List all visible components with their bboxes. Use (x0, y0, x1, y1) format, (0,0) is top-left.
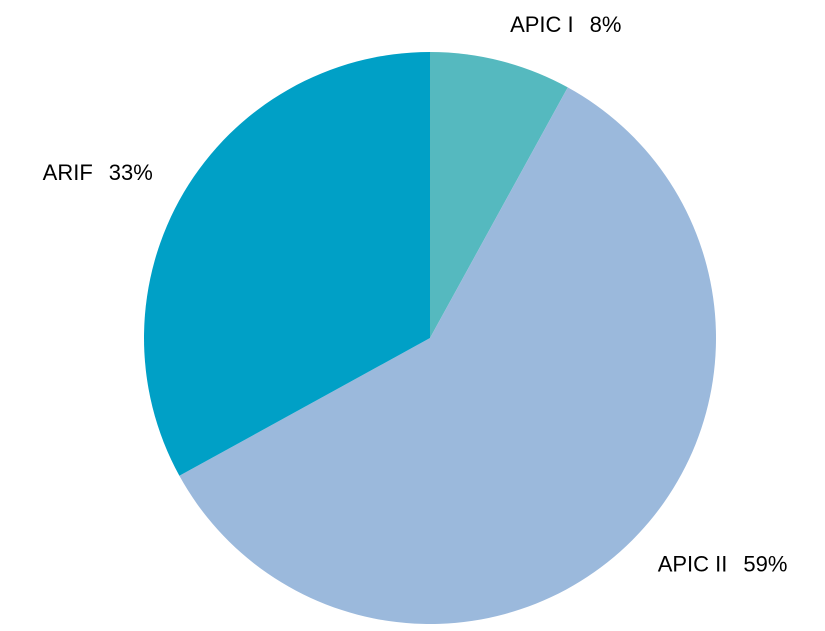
slice-label: APIC II 59% (658, 552, 788, 577)
pie-slice (144, 52, 431, 476)
slice-value: 59% (743, 552, 787, 577)
slice-label: APIC I 8% (510, 12, 621, 37)
pie-slice (430, 52, 568, 338)
slice-name: ARIF (43, 160, 93, 185)
slice-name: APIC II (658, 552, 728, 577)
slice-value: 8% (590, 12, 622, 37)
pie-slice (179, 87, 717, 625)
slice-name: APIC I (510, 12, 574, 37)
slice-value: 33% (109, 160, 153, 185)
slice-label: ARIF 33% (43, 160, 153, 185)
